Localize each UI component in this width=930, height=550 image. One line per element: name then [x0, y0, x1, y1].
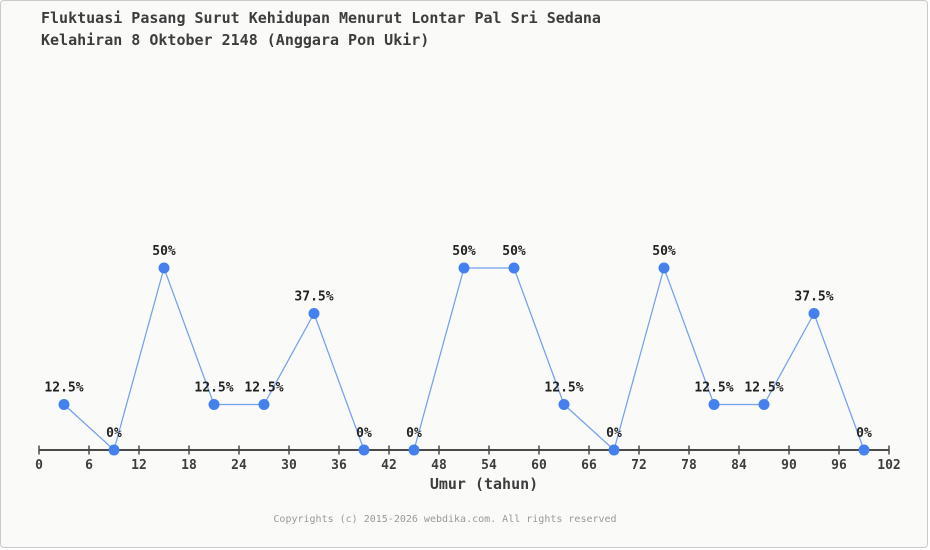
- data-point-label: 50%: [652, 244, 676, 259]
- data-point: [558, 399, 570, 410]
- data-point: [158, 262, 170, 274]
- data-point: [758, 399, 770, 410]
- data-point-label: 12.5%: [694, 381, 733, 396]
- x-axis-tick-label: 18: [181, 458, 197, 473]
- x-axis-tick-label: 60: [531, 458, 547, 473]
- data-point: [358, 444, 370, 456]
- data-point-label: 50%: [452, 244, 476, 259]
- data-point-label: 50%: [502, 244, 526, 259]
- series-line: [63, 265, 865, 452]
- data-point-label: 0%: [106, 426, 122, 441]
- x-axis-tick-label: 0: [35, 458, 43, 473]
- data-point: [658, 262, 670, 274]
- x-axis-tick-label: 102: [877, 458, 900, 473]
- x-axis-tick-label: 30: [281, 458, 297, 473]
- copyright-text: Copyrights (c) 2015-2026 webdika.com. Al…: [273, 514, 617, 525]
- data-point-label: 0%: [606, 426, 622, 441]
- data-point: [458, 262, 470, 274]
- data-point-label: 12.5%: [744, 381, 783, 396]
- data-point-label: 37.5%: [794, 290, 833, 305]
- data-point: [108, 444, 120, 456]
- data-point-label: 12.5%: [244, 381, 283, 396]
- data-point-label: 12.5%: [544, 381, 583, 396]
- x-axis-tick-label: 42: [381, 458, 397, 473]
- x-axis-tick-label: 96: [831, 458, 847, 473]
- data-point: [508, 262, 520, 274]
- x-axis-tick-label: 66: [581, 458, 597, 473]
- x-axis-tick-label: 84: [731, 458, 747, 473]
- data-point: [208, 399, 220, 410]
- data-point: [308, 308, 320, 319]
- data-point: [608, 444, 620, 456]
- data-point: [408, 444, 420, 456]
- chart-title: Fluktuasi Pasang Surut Kehidupan Menurut…: [41, 7, 601, 51]
- data-point: [258, 399, 270, 410]
- data-point-label: 12.5%: [44, 381, 83, 396]
- x-axis-title: Umur (tahun): [430, 475, 538, 493]
- x-axis-tick-label: 90: [781, 458, 797, 473]
- x-axis-tick-label: 24: [231, 458, 247, 473]
- x-axis-tick-label: 12: [131, 458, 147, 473]
- x-axis-tick-label: 6: [85, 458, 93, 473]
- data-point-label: 0%: [356, 426, 372, 441]
- data-point-label: 50%: [152, 244, 176, 259]
- data-point: [708, 399, 720, 410]
- x-axis-tick-label: 72: [631, 458, 647, 473]
- x-axis-tick-label: 48: [431, 458, 447, 473]
- data-point-label: 37.5%: [294, 290, 333, 305]
- x-axis-tick-label: 78: [681, 458, 697, 473]
- chart-title-line1: Fluktuasi Pasang Surut Kehidupan Menurut…: [41, 9, 601, 27]
- x-axis-tick-label: 54: [481, 458, 497, 473]
- x-axis-tick-label: 36: [331, 458, 347, 473]
- data-point: [808, 308, 820, 319]
- data-point-label: 0%: [406, 426, 422, 441]
- data-point: [858, 444, 870, 456]
- data-point: [58, 399, 70, 410]
- data-point-label: 0%: [856, 426, 872, 441]
- data-point-label: 12.5%: [194, 381, 233, 396]
- chart-title-line2: Kelahiran 8 Oktober 2148 (Anggara Pon Uk…: [41, 31, 430, 49]
